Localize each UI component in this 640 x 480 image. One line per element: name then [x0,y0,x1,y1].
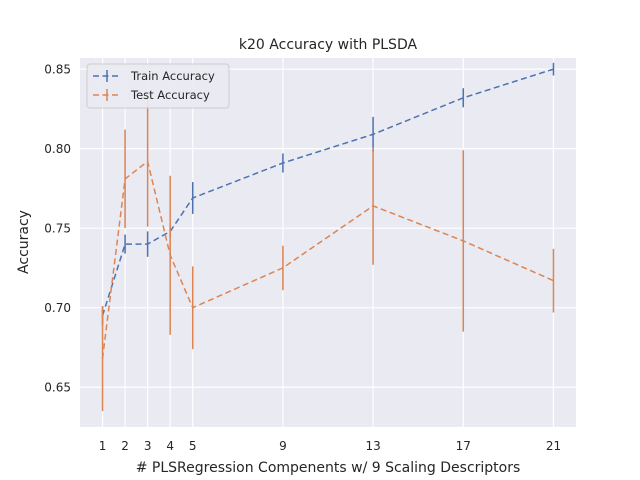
x-tick-label: 13 [365,439,380,453]
legend-label: Test Accuracy [130,88,210,102]
legend-box [86,63,230,109]
x-tick-label: 21 [546,439,561,453]
x-tick-label: 4 [166,439,174,453]
legend-label: Train Accuracy [130,69,215,83]
x-tick-label: 17 [456,439,471,453]
y-tick-label: 0.65 [44,381,71,395]
y-tick-label: 0.70 [44,301,71,315]
x-tick-label: 5 [189,439,197,453]
y-tick-label: 0.75 [44,222,71,236]
y-tick-label: 0.80 [44,142,71,156]
series-test [101,96,555,412]
series-layer [101,62,555,412]
y-axis-label: Accuracy [16,210,32,274]
y-tick-label: 0.85 [44,63,71,77]
y-axis-ticks: 0.65 0.70 0.75 0.80 0.85 [44,63,71,395]
x-tick-label: 3 [144,439,152,453]
x-axis-label: # PLSRegression Compenents w/ 9 Scaling … [136,460,521,476]
x-axis-ticks: 1 2 3 4 5 9 13 17 21 [99,439,561,453]
x-tick-label: 9 [279,439,287,453]
legend: Train Accuracy Test Accuracy [86,63,230,109]
x-tick-label: 1 [99,439,107,453]
chart-title: k20 Accuracy with PLSDA [239,37,418,53]
x-tick-label: 2 [121,439,129,453]
plot-area [80,58,576,427]
